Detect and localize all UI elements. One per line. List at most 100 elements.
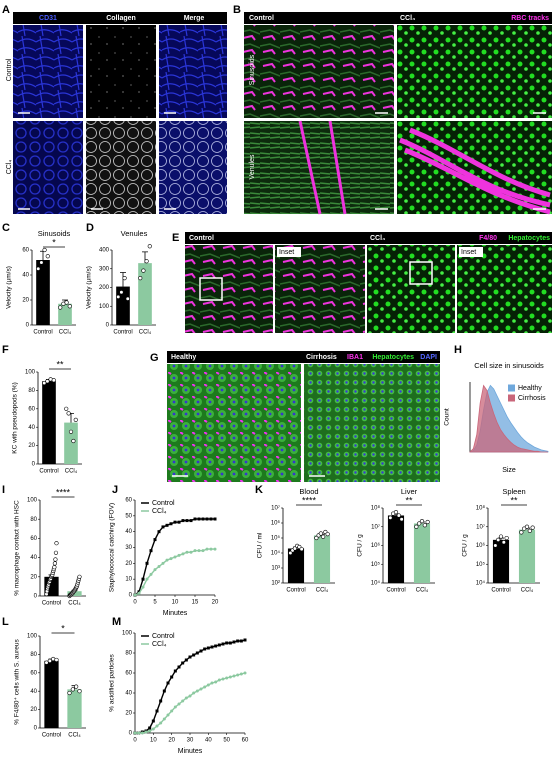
data-point [67, 304, 72, 309]
y-tick-label: 40 [30, 689, 37, 695]
marker [209, 517, 213, 521]
scale-bars [375, 112, 546, 210]
bar [492, 539, 510, 583]
y-tick-label: 60 [125, 498, 132, 504]
data-point [396, 513, 401, 518]
y-tick-label: 10⁶ [271, 520, 281, 527]
marker [239, 639, 243, 643]
micrograph [13, 25, 83, 118]
marker [166, 713, 170, 717]
x-tick-label: CCl₄ [316, 588, 329, 594]
chart-title: Sinusoids [38, 229, 71, 238]
y-axis-label: % acidified particles [109, 654, 116, 712]
y-tick-label: 40 [30, 555, 37, 561]
y-tick-label: 0 [129, 593, 133, 599]
marker [177, 553, 181, 557]
chart-title: Spleen [502, 487, 525, 496]
marker [243, 671, 247, 675]
inset-box [199, 277, 223, 301]
panel-label: A [2, 4, 10, 16]
marker [141, 585, 145, 589]
marker [210, 645, 214, 649]
marker [141, 577, 145, 581]
y-tick-label: 60 [125, 671, 132, 677]
marker [166, 681, 170, 685]
data-point [67, 690, 72, 696]
x-tick-label: Control [113, 330, 132, 336]
y-axis-label: Count [444, 408, 451, 426]
data-point [419, 519, 425, 524]
chart-title: Blood [299, 487, 318, 496]
x-tick-label: 30 [187, 738, 194, 744]
y-tick-label: 10⁴ [476, 580, 486, 587]
panel-label: L [2, 616, 9, 628]
significance-label: ** [56, 359, 64, 369]
stain-label: Hepatocytes [372, 354, 414, 361]
data-point [399, 517, 404, 522]
bar [44, 660, 59, 728]
micrograph [185, 245, 273, 333]
data-point [138, 276, 143, 281]
marker [192, 653, 196, 657]
stain-label: DAPI [420, 354, 437, 361]
data-point [122, 276, 127, 281]
marker [232, 674, 236, 678]
x-tick-label: CCl₄ [65, 469, 78, 475]
legend-swatch [508, 384, 515, 392]
data-point [58, 305, 63, 310]
y-tick-label: 80 [28, 388, 35, 394]
legend-swatch [508, 394, 515, 402]
data-point [496, 537, 501, 542]
error-bar [40, 250, 46, 260]
marker [213, 517, 217, 521]
row-label: CCl₄ [6, 160, 13, 175]
column-label: CCl₄ [400, 15, 415, 22]
marker [173, 555, 177, 559]
marker [192, 691, 196, 695]
x-tick-label: 10 [172, 600, 179, 606]
data-point [292, 546, 297, 551]
y-tick-label: 30 [125, 545, 132, 551]
data-point [77, 689, 82, 694]
data-point [77, 574, 82, 579]
marker [188, 655, 192, 659]
data-point [45, 379, 50, 384]
marker [232, 640, 236, 644]
panel-label: D [86, 222, 94, 234]
marker [189, 550, 193, 554]
inset-tag [277, 247, 301, 257]
marker [161, 561, 165, 565]
data-point [39, 260, 44, 265]
data-point [388, 515, 393, 520]
marker [181, 519, 185, 523]
bar [287, 548, 305, 583]
scale-bars [18, 112, 176, 210]
y-tick-label: 10⁷ [476, 523, 485, 530]
data-point [70, 687, 75, 692]
x-tick-label: 50 [223, 738, 230, 744]
y-axis-label: % F4/80⁺ cells with S. aureus [14, 639, 21, 725]
marker [184, 696, 188, 700]
marker [213, 547, 217, 551]
header-bar [167, 351, 440, 363]
marker [221, 677, 225, 681]
stain-label: IBA1 [347, 354, 363, 361]
bar [413, 523, 431, 583]
marker [205, 547, 209, 551]
data-point [36, 266, 41, 271]
data-point [71, 438, 76, 444]
data-point [325, 532, 330, 537]
marker [228, 641, 232, 645]
x-tick-label: 10 [150, 738, 157, 744]
x-tick-label: Control [42, 733, 61, 739]
column-label: Collagen [106, 15, 136, 22]
marker [159, 721, 163, 725]
micrograph [275, 245, 365, 333]
inset-label: Inset [461, 249, 476, 256]
panel-label: M [112, 616, 121, 628]
data-point [125, 296, 130, 301]
micrograph [13, 121, 83, 214]
marker [137, 731, 141, 735]
marker [203, 685, 207, 689]
y-tick-label: 20 [28, 443, 35, 449]
